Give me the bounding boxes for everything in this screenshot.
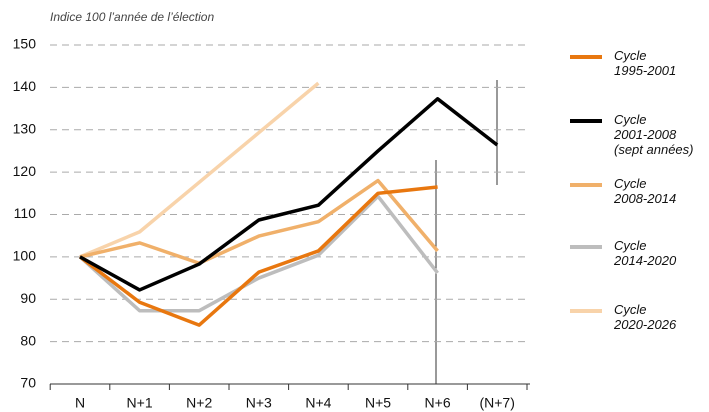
y-tick-label: 70 <box>20 375 36 391</box>
legend-label: Cycle 2014-2020 <box>614 238 677 268</box>
legend-swatch <box>570 183 602 187</box>
legend-item: Cycle 2014-2020 <box>570 238 676 268</box>
legend-item: Cycle 1995-2001 <box>570 48 676 78</box>
y-tick-label: 150 <box>13 36 37 52</box>
chart-subtitle: Indice 100 l’année de l’élection <box>50 10 214 24</box>
x-tick-label: N+5 <box>365 395 391 411</box>
y-tick-label: 90 <box>20 290 36 306</box>
legend-item: Cycle 2020-2026 <box>570 302 676 332</box>
legend-label: Cycle 1995-2001 <box>614 48 677 78</box>
series-line <box>79 97 499 292</box>
x-tick-label: N <box>75 395 85 411</box>
x-tick-label: (N+7) <box>479 395 514 411</box>
legend-item: Cycle 2008-2014 <box>570 176 676 206</box>
y-tick-label: 130 <box>13 120 37 136</box>
x-tick-label: N+4 <box>305 395 331 411</box>
series-line <box>79 81 320 259</box>
legend-item: Cycle 2001-2008 (sept années) <box>570 112 694 157</box>
series-line <box>78 194 439 313</box>
legend-swatch <box>570 55 602 59</box>
series-line <box>78 185 438 327</box>
x-tick-label: N+3 <box>246 395 272 411</box>
legend-swatch <box>570 119 602 123</box>
y-tick-label: 120 <box>13 163 37 179</box>
x-tick-label: N+2 <box>186 395 212 411</box>
legend-label: Cycle 2001-2008 (sept années) <box>614 112 694 157</box>
y-tick-label: 100 <box>13 248 37 264</box>
legend-label: Cycle 2008-2014 <box>614 176 677 206</box>
y-tick-label: 110 <box>14 205 37 221</box>
series-line <box>79 178 439 265</box>
y-tick-label: 80 <box>20 332 36 348</box>
legend-swatch <box>570 245 602 249</box>
x-tick-label: N+1 <box>127 395 153 411</box>
y-tick-label: 140 <box>13 78 37 94</box>
x-tick-label: N+6 <box>425 395 451 411</box>
legend-label: Cycle 2020-2026 <box>614 302 677 332</box>
legend-swatch <box>570 309 602 313</box>
